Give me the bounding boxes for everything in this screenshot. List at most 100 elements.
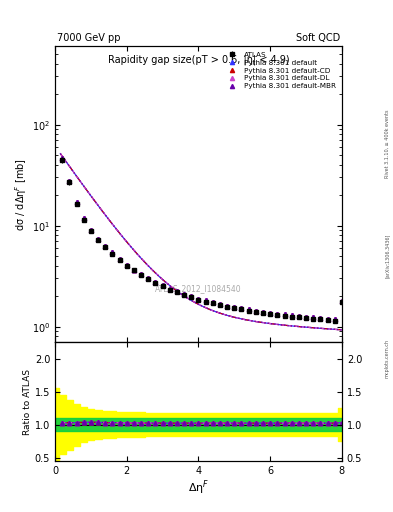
Pythia 8.301 default-MBR (167, 286, 172, 292)
Pythia 8.301 default-MBR (189, 293, 194, 300)
Pythia 8.301 default-CD (103, 243, 108, 249)
Pythia 8.301 default (253, 308, 258, 314)
Pythia 8.301 default (203, 297, 208, 304)
Pythia 8.301 default-CD (81, 215, 86, 221)
Pythia 8.301 default-MBR (125, 262, 129, 268)
Pythia 8.301 default-MBR (96, 236, 101, 242)
Pythia 8.301 default-MBR (246, 306, 251, 312)
Pythia 8.301 default-CD (110, 249, 115, 255)
Pythia 8.301 default-DL (304, 313, 309, 319)
Pythia 8.301 default-DL (96, 236, 101, 242)
Pythia 8.301 default (289, 312, 294, 318)
Pythia 8.301 default-DL (318, 315, 323, 321)
Pythia 8.301 default-DL (340, 298, 344, 304)
Pythia 8.301 default-CD (203, 297, 208, 304)
Pythia 8.301 default-MBR (318, 315, 323, 321)
Pythia 8.301 default-DL (261, 309, 265, 315)
Pythia 8.301 default (239, 305, 244, 311)
X-axis label: Δη$^F$: Δη$^F$ (188, 478, 209, 497)
Pythia 8.301 default-DL (203, 297, 208, 304)
Pythia 8.301 default (246, 306, 251, 312)
Pythia 8.301 default-MBR (103, 243, 108, 249)
Pythia 8.301 default-MBR (261, 309, 265, 315)
Pythia 8.301 default-DL (282, 311, 287, 317)
Pythia 8.301 default-MBR (304, 313, 309, 319)
Pythia 8.301 default-MBR (211, 299, 215, 305)
Pythia 8.301 default-CD (74, 199, 79, 205)
Pythia 8.301 default (160, 282, 165, 288)
Text: Soft QCD: Soft QCD (296, 33, 340, 44)
Pythia 8.301 default-MBR (182, 291, 187, 297)
Pythia 8.301 default (132, 266, 136, 272)
Pythia 8.301 default-DL (211, 299, 215, 305)
Pythia 8.301 default (218, 301, 222, 307)
Pythia 8.301 default (103, 243, 108, 249)
Pythia 8.301 default-MBR (275, 310, 280, 316)
Pythia 8.301 default (268, 309, 273, 315)
Pythia 8.301 default-MBR (110, 249, 115, 255)
Pythia 8.301 default-CD (117, 255, 122, 262)
Pythia 8.301 default-CD (174, 288, 179, 294)
Pythia 8.301 default-DL (225, 303, 230, 309)
Pythia 8.301 default-MBR (139, 271, 143, 277)
Pythia 8.301 default-MBR (325, 315, 330, 322)
Pythia 8.301 default (60, 155, 64, 161)
Pythia 8.301 default-CD (132, 266, 136, 272)
Pythia 8.301 default-CD (239, 305, 244, 311)
Pythia 8.301 default-CD (60, 155, 64, 161)
Pythia 8.301 default (297, 313, 301, 319)
Pythia 8.301 default-DL (81, 215, 86, 221)
Pythia 8.301 default-CD (246, 306, 251, 312)
Pythia 8.301 default-CD (297, 313, 301, 319)
Pythia 8.301 default-DL (139, 271, 143, 277)
Pythia 8.301 default-CD (196, 295, 201, 302)
Pythia 8.301 default-MBR (153, 279, 158, 285)
Pythia 8.301 default-CD (125, 262, 129, 268)
Pythia 8.301 default-DL (174, 288, 179, 294)
Pythia 8.301 default-CD (96, 236, 101, 242)
Pythia 8.301 default-DL (153, 279, 158, 285)
Pythia 8.301 default-DL (88, 227, 93, 233)
Pythia 8.301 default-DL (289, 312, 294, 318)
Text: mcplots.cern.ch: mcplots.cern.ch (385, 339, 389, 378)
Pythia 8.301 default-CD (304, 313, 309, 319)
Pythia 8.301 default-CD (232, 304, 237, 310)
Pythia 8.301 default-MBR (282, 311, 287, 317)
Pythia 8.301 default (117, 255, 122, 262)
Pythia 8.301 default (282, 311, 287, 317)
Pythia 8.301 default-CD (268, 309, 273, 315)
Pythia 8.301 default (189, 293, 194, 300)
Pythia 8.301 default (67, 178, 72, 184)
Pythia 8.301 default (332, 316, 337, 323)
Pythia 8.301 default-DL (60, 155, 64, 161)
Pythia 8.301 default-DL (268, 309, 273, 315)
Pythia 8.301 default-MBR (311, 314, 316, 321)
Pythia 8.301 default-DL (189, 293, 194, 300)
Pythia 8.301 default (232, 304, 237, 310)
Pythia 8.301 default-DL (332, 316, 337, 323)
Pythia 8.301 default-DL (110, 249, 115, 255)
Pythia 8.301 default (261, 309, 265, 315)
Pythia 8.301 default (96, 236, 101, 242)
Pythia 8.301 default-DL (232, 304, 237, 310)
Pythia 8.301 default-DL (218, 301, 222, 307)
Text: 7000 GeV pp: 7000 GeV pp (57, 33, 121, 44)
Pythia 8.301 default-CD (218, 301, 222, 307)
Pythia 8.301 default-MBR (253, 308, 258, 314)
Pythia 8.301 default-DL (196, 295, 201, 302)
Pythia 8.301 default-DL (160, 282, 165, 288)
Pythia 8.301 default (139, 271, 143, 277)
Pythia 8.301 default-MBR (203, 297, 208, 304)
Line: Pythia 8.301 default-DL: Pythia 8.301 default-DL (60, 156, 344, 322)
Pythia 8.301 default-CD (67, 178, 72, 184)
Pythia 8.301 default-CD (318, 315, 323, 321)
Pythia 8.301 default-DL (74, 199, 79, 205)
Pythia 8.301 default-DL (146, 275, 151, 281)
Pythia 8.301 default-DL (103, 243, 108, 249)
Pythia 8.301 default-DL (253, 308, 258, 314)
Pythia 8.301 default-DL (246, 306, 251, 312)
Pythia 8.301 default-MBR (60, 155, 64, 161)
Pythia 8.301 default-CD (289, 312, 294, 318)
Pythia 8.301 default-DL (132, 266, 136, 272)
Pythia 8.301 default-DL (311, 314, 316, 321)
